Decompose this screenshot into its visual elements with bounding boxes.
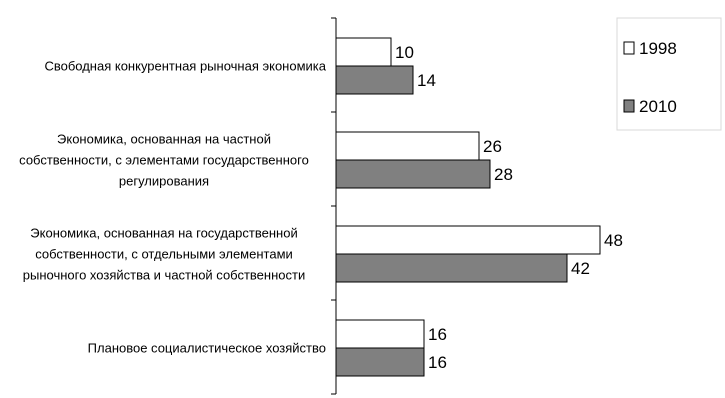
data-label: 28 — [494, 165, 513, 184]
legend-swatch-1998 — [623, 41, 635, 55]
category-label: Плановое социалистическое хозяйство — [88, 341, 326, 356]
category-label: Экономика, основанная на государственной… — [23, 226, 305, 283]
bars-layer — [335, 37, 601, 377]
bar-2010-3 — [335, 347, 425, 377]
category-label-line: Плановое социалистическое хозяйство — [88, 341, 326, 356]
category-label-line: Свободная конкурентная рыночная экономик… — [44, 59, 326, 74]
axis-layer — [331, 17, 337, 395]
category-label-line: регулирования — [119, 174, 209, 189]
bar-1998-0 — [335, 37, 392, 67]
category-label: Экономика, основанная на частной собствен… — [19, 132, 309, 189]
bar-2010-1 — [335, 159, 491, 189]
category-label-line: Экономика, основанная на государственной — [30, 226, 297, 241]
category-label-line: собственности, с отдельными элементами — [35, 247, 293, 262]
data-label: 42 — [571, 259, 590, 278]
data-label: 16 — [428, 325, 447, 344]
legend-label-1998: 1998 — [639, 39, 677, 58]
legend-label-2010: 2010 — [639, 97, 677, 116]
bar-2010-2 — [335, 253, 568, 283]
bar-1998-1 — [335, 131, 480, 161]
data-label: 26 — [483, 137, 502, 156]
category-label-line: собственности, с элементами государствен… — [19, 153, 309, 168]
bar-1998-2 — [335, 225, 601, 255]
data-label: 16 — [428, 353, 447, 372]
data-label: 48 — [604, 231, 623, 250]
data-label: 10 — [395, 43, 414, 62]
category-label-line: рыночного хозяйства и частной собственно… — [23, 268, 305, 283]
legend: 1998 2010 — [616, 17, 722, 131]
labels-layer: Свободная конкурентная рыночная экономик… — [19, 43, 623, 372]
category-label: Свободная конкурентная рыночная экономик… — [44, 59, 326, 74]
bar-2010-0 — [335, 65, 414, 95]
bar-1998-3 — [335, 319, 425, 349]
legend-swatch-2010 — [623, 99, 635, 113]
data-label: 14 — [417, 71, 436, 90]
category-label-line: Экономика, основанная на частной — [57, 132, 271, 147]
